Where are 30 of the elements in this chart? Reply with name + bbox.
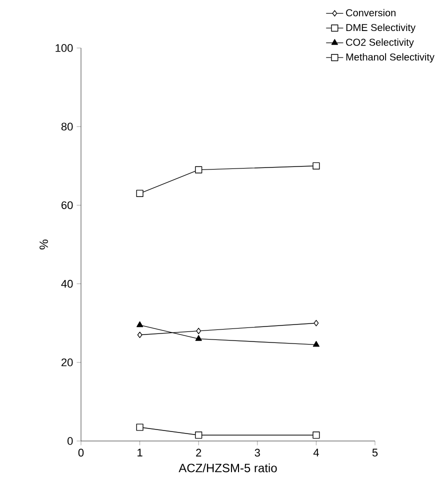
y-tick-label: 20 (62, 358, 73, 366)
point (196, 328, 202, 334)
legend-label: DME Selectivity (346, 24, 416, 34)
x-tick-label: 5 (372, 448, 378, 456)
legend-label: CO2 Selectivity (346, 38, 414, 48)
point (312, 432, 320, 439)
point (136, 424, 144, 431)
point (312, 162, 320, 170)
point (312, 340, 320, 347)
x-tick-label: 0 (78, 448, 84, 457)
point (137, 332, 142, 338)
point (195, 432, 202, 439)
legend-label: Methanol Selectivity (346, 53, 434, 63)
y-axis-title: % (40, 240, 48, 250)
point (195, 335, 202, 341)
y-tick-label: 80 (61, 122, 73, 130)
y-tick-label: 40 (61, 280, 73, 288)
x-tick-label: 3 (254, 448, 260, 457)
y-tick-label: 0 (68, 437, 73, 445)
point (136, 190, 144, 197)
y-tick-label: 100 (56, 44, 73, 52)
point (195, 166, 202, 174)
x-tick-label: 1 (138, 448, 142, 456)
x-axis-title: ACZ/HZSM-5 ratio (178, 463, 277, 472)
point (314, 320, 319, 326)
x-tick-label: 4 (313, 448, 319, 456)
point (136, 321, 144, 328)
x-tick-label: 2 (196, 448, 202, 456)
y-tick-label: 60 (62, 201, 73, 210)
legend-label: Conversion (346, 8, 396, 16)
